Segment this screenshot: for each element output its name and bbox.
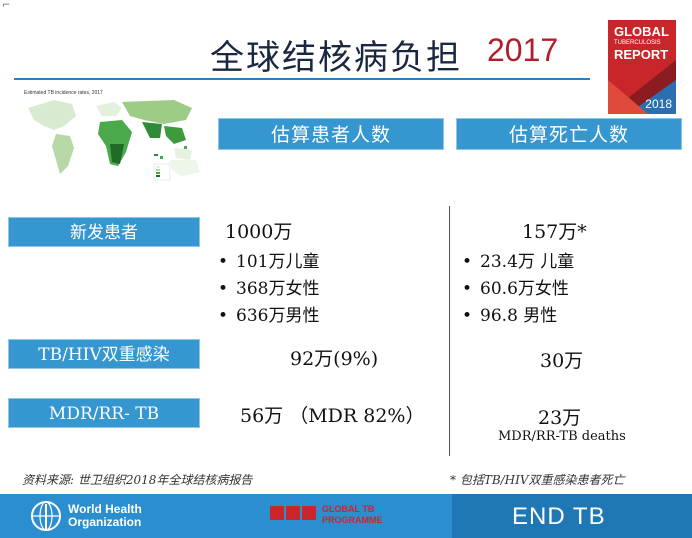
row-label-tb-hiv: TB/HIV双重感染 <box>8 339 200 369</box>
row-label-new-cases: 新发患者 <box>8 217 200 247</box>
new-cases-women: 368万女性 <box>236 279 320 299</box>
list-item: • 101万儿童 <box>218 252 320 272</box>
deaths-women: 60.6万女性 <box>480 279 569 299</box>
report-cover-line1: GLOBAL <box>614 24 669 39</box>
gtb-line1: GLOBAL TB <box>322 504 375 514</box>
who-emblem-icon <box>31 501 61 531</box>
list-item: • 368万女性 <box>218 279 320 299</box>
gtb-logo-text: GLOBAL TB PROGRAMME <box>322 504 383 526</box>
title-divider <box>14 78 590 80</box>
report-cover-line3: REPORT <box>614 47 669 62</box>
list-item: • 60.6万女性 <box>462 279 569 299</box>
end-tb-logo: END TB <box>512 503 606 530</box>
gtb-square-icon <box>270 506 284 520</box>
who-logo-text: World Health Organization <box>68 503 142 529</box>
header-estimated-deaths: 估算死亡人数 <box>456 118 682 150</box>
who-line1: World Health <box>68 502 142 516</box>
tb-hiv-deaths: 30万 <box>540 350 584 372</box>
header-estimated-cases: 估算患者人数 <box>218 118 444 150</box>
mdr-deaths-note: MDR/RR-TB deaths <box>498 429 626 444</box>
list-item: • 96.8 男性 <box>462 306 558 326</box>
map-title: Estimated TB incidence rates, 2017 <box>24 90 103 96</box>
report-cover-line2: TUBERCULOSIS <box>614 40 661 46</box>
footer-bar: World Health Organization GLOBAL TB PROG… <box>0 494 692 538</box>
mdr-deaths: 23万 <box>538 407 582 429</box>
slide-year: 2017 <box>487 32 559 68</box>
who-line2: Organization <box>68 515 142 529</box>
gtb-square-icon <box>286 506 300 520</box>
gtb-line2: PROGRAMME <box>322 515 383 525</box>
world-map-image <box>14 86 210 196</box>
deaths-men: 96.8 男性 <box>480 306 558 326</box>
column-divider <box>449 206 450 456</box>
list-item: • 23.4万 儿童 <box>462 252 575 272</box>
new-cases-children: 101万儿童 <box>236 252 320 272</box>
deaths-children: 23.4万 儿童 <box>480 252 575 272</box>
gtb-square-icon <box>302 506 316 520</box>
new-cases-total: 1000万 <box>225 221 293 243</box>
mdr-cases: 56万 （MDR 82%） <box>240 405 425 427</box>
list-item: • 636万男性 <box>218 306 320 326</box>
footnote: * 包括TB/HIV双重感染患者死亡 <box>450 473 625 487</box>
footer-end-tb-panel <box>452 494 692 538</box>
corner-mark-icon: ⌐ <box>2 0 11 11</box>
source-note: 资料来源: 世卫组织2018年全球结核病报告 <box>22 473 253 487</box>
new-cases-men: 636万男性 <box>236 306 320 326</box>
tb-hiv-cases: 92万(9%) <box>290 348 379 370</box>
report-cover-image: GLOBAL TUBERCULOSIS REPORT 2018 <box>608 20 676 114</box>
deaths-total: 157万* <box>522 221 587 243</box>
report-cover-year: 2018 <box>645 97 672 111</box>
row-label-mdr: MDR/RR- TB <box>8 398 200 428</box>
slide-title: 全球结核病负担 <box>210 38 462 78</box>
